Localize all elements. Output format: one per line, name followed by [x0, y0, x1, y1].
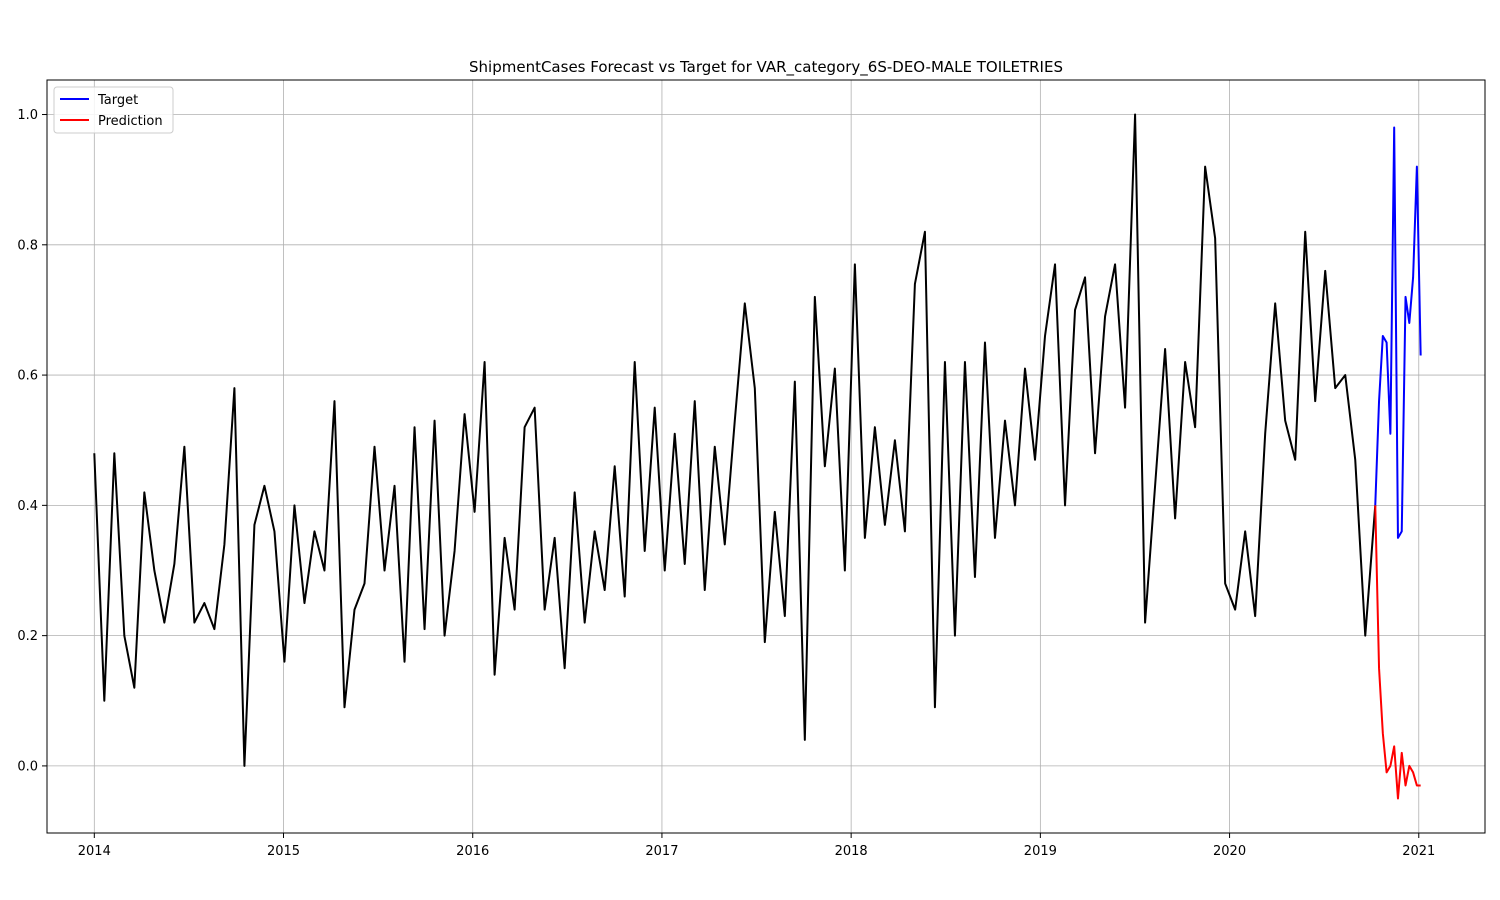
series-layer	[93, 113, 1422, 800]
x-tick-label: 2016	[456, 844, 489, 859]
y-tick-label: 0.0	[17, 759, 38, 774]
x-tick-label: 2019	[1024, 844, 1057, 859]
plot-frame	[46, 79, 1486, 834]
x-tick-label: 2020	[1213, 844, 1246, 859]
x-tick-label: 2017	[645, 844, 678, 859]
chart-title: ShipmentCases Forecast vs Target for VAR…	[469, 58, 1063, 77]
x-tick-label: 2021	[1402, 844, 1435, 859]
series-line-prediction	[1374, 505, 1421, 800]
x-tick-label: 2018	[835, 844, 868, 859]
legend: Target Prediction	[53, 86, 174, 134]
y-tick-label: 0.8	[17, 238, 38, 253]
series-line-history	[93, 113, 1377, 767]
x-tick-label: 2014	[78, 844, 111, 859]
legend-label-target: Target	[97, 93, 138, 108]
grid-layer	[47, 80, 1485, 833]
y-tick-label: 0.6	[17, 369, 38, 384]
y-tick-label: 1.0	[17, 108, 38, 123]
y-tick-label: 0.2	[17, 629, 38, 644]
tick-layer: 2014 2015 2016 2017 2018 2019 2020 2021 0.0 0.2 0.…	[17, 108, 1435, 859]
x-tick-label: 2015	[267, 844, 300, 859]
series-line-target	[1374, 126, 1422, 539]
y-tick-label: 0.4	[17, 499, 38, 514]
legend-label-prediction: Prediction	[98, 114, 163, 129]
